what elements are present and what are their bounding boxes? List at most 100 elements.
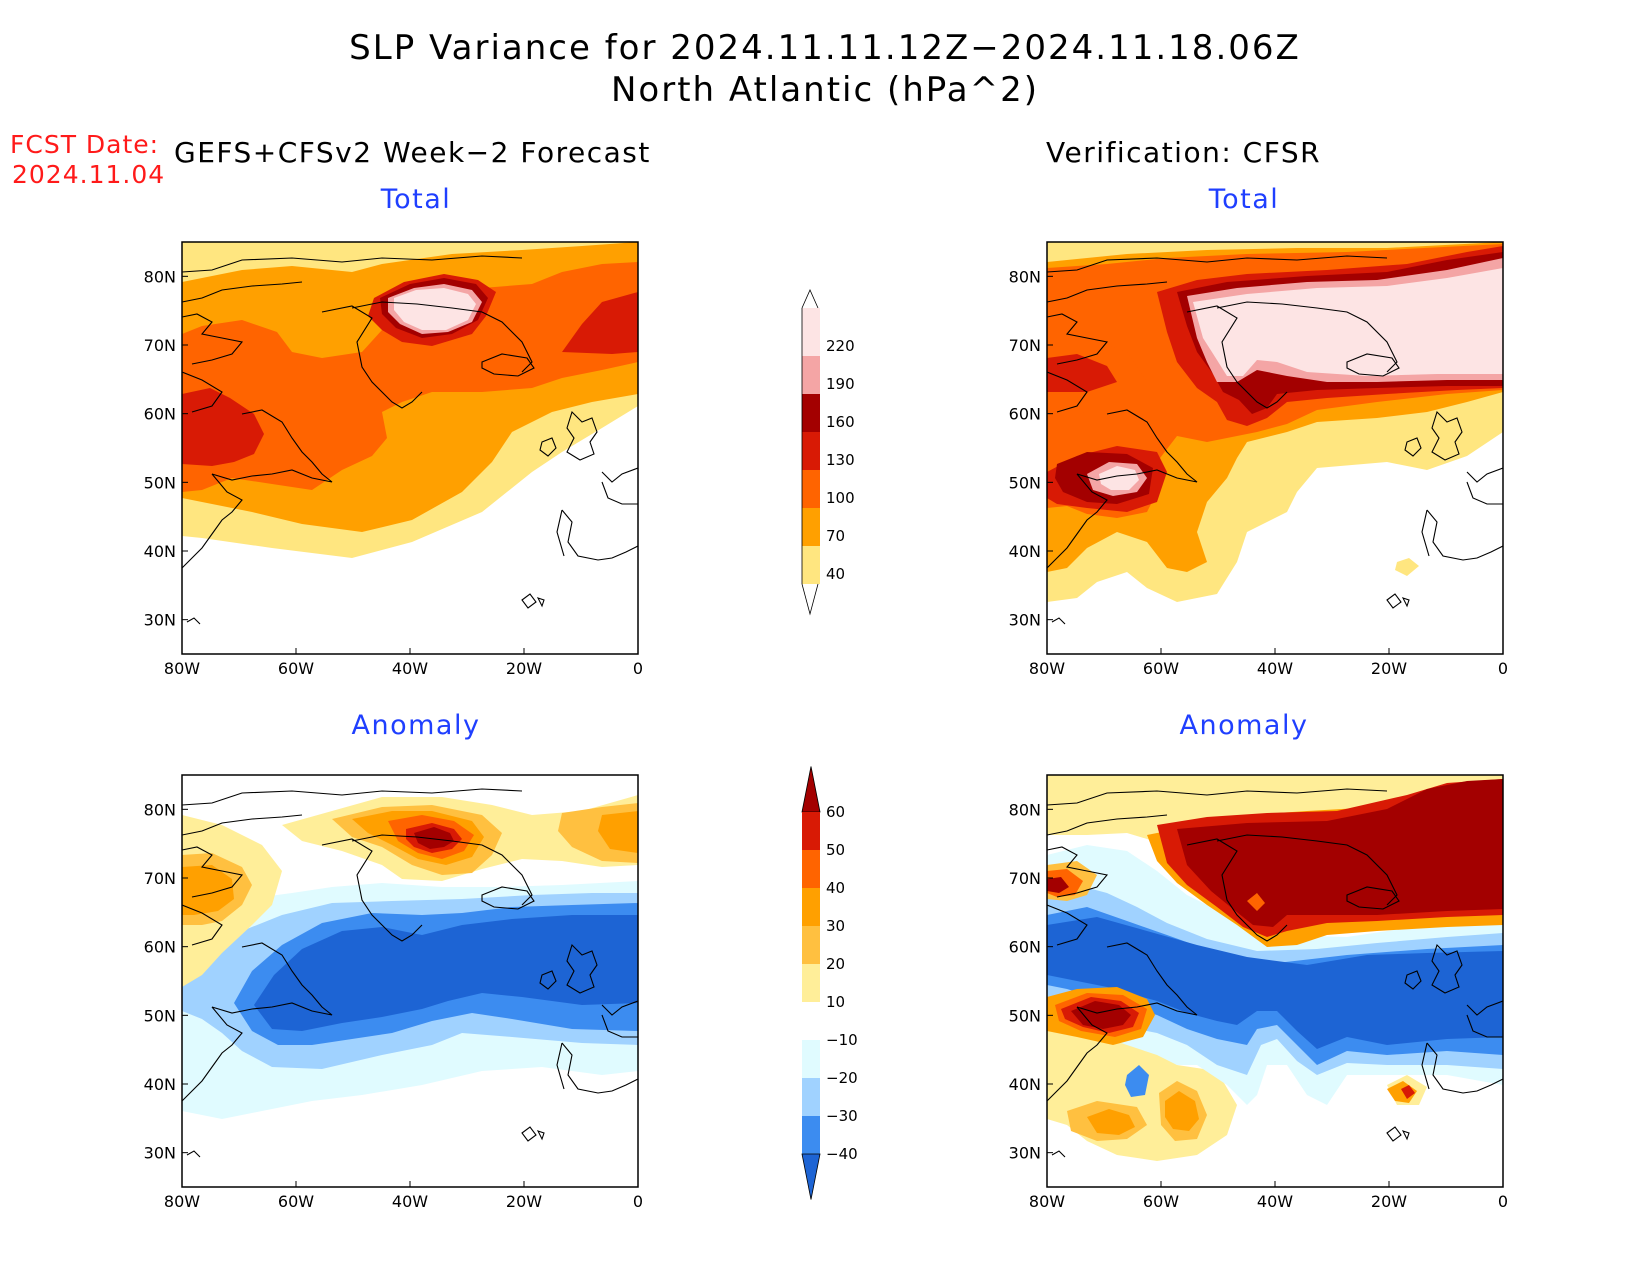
lat-tick-label: 80N — [144, 800, 176, 819]
coastline — [321, 305, 423, 409]
colorbar-label: −20 — [826, 1069, 858, 1087]
coastline — [539, 437, 557, 457]
map-svg: 80W 60W 40W 20W 0 80N 70N 60N 50N 40N 30N — [1009, 774, 1508, 1211]
coastline — [1186, 838, 1288, 942]
lat-tick-label: 60N — [144, 938, 176, 957]
panel-subtitle-verif-total: Total — [1208, 184, 1280, 215]
colorbar-label: 160 — [826, 413, 855, 431]
coastline — [566, 410, 598, 461]
colorbar-total: 220 190 160 130 100 70 40 — [801, 289, 855, 616]
lon-tick-label: 20W — [506, 1192, 542, 1211]
coastline — [321, 838, 423, 942]
coastline — [536, 1130, 545, 1141]
contour-fill — [1047, 354, 1117, 392]
coastline — [211, 942, 333, 1016]
colorbar-segment — [802, 1078, 820, 1116]
fcst-date-label: FCST Date: — [10, 130, 160, 159]
contour-fill — [562, 292, 638, 354]
lon-tick-label: 60W — [1143, 659, 1179, 678]
colorbar-cap — [801, 289, 819, 309]
lon-tick-label: 40W — [1257, 659, 1293, 678]
coastline — [1346, 886, 1400, 910]
coastline — [1466, 481, 1503, 505]
lon-tick-label: 80W — [164, 1192, 200, 1211]
colorbar-segment — [802, 926, 820, 964]
lat-tick-label: 60N — [144, 405, 176, 424]
lat-tick-label: 50N — [1009, 473, 1041, 492]
coastline — [186, 1150, 201, 1158]
lat-tick-label: 40N — [1009, 542, 1041, 561]
lon-tick-label: 80W — [164, 659, 200, 678]
coastline — [1386, 593, 1402, 609]
map-plot-area — [182, 775, 638, 1187]
coastline — [1047, 473, 1108, 569]
coastline — [211, 409, 333, 483]
lat-tick-label: 80N — [1009, 267, 1041, 286]
map-plot-area — [182, 242, 638, 654]
lon-tick-label: 80W — [1029, 659, 1065, 678]
coastline — [1346, 353, 1400, 377]
lat-tick-label: 50N — [1009, 1006, 1041, 1025]
coastline — [521, 1126, 537, 1142]
contour-fill — [1177, 779, 1503, 927]
coastline — [1047, 814, 1168, 836]
colorbar-label: 190 — [826, 375, 855, 393]
colorbar-label: 60 — [826, 803, 845, 821]
coastline — [561, 1042, 638, 1094]
colorbar-segment — [802, 546, 820, 584]
coastline — [601, 1000, 638, 1016]
coastline — [1421, 509, 1430, 557]
lon-tick-label: 40W — [1257, 1192, 1293, 1211]
colorbar-label: 130 — [826, 451, 855, 469]
map-svg: 80W 60W 40W 20W 0 80N 70N 60N 50N 40N 30N — [144, 774, 643, 1211]
coastline — [1386, 1126, 1402, 1142]
lon-tick-label: 0 — [633, 659, 643, 678]
coastline — [182, 473, 243, 569]
contour-fill — [1047, 917, 1503, 1049]
coastline — [182, 255, 523, 273]
contour-fill — [182, 262, 638, 492]
lat-tick-label: 30N — [144, 1144, 176, 1163]
coastline — [536, 597, 545, 608]
coastline — [182, 281, 303, 303]
colorbar-segment — [802, 1002, 820, 1040]
coastline — [1186, 305, 1288, 409]
coastline — [182, 371, 223, 413]
coastline — [182, 1006, 243, 1102]
coastline — [1076, 942, 1198, 1016]
coastline — [1404, 970, 1422, 990]
coastline — [1051, 1150, 1066, 1158]
lat-tick-label: 50N — [144, 1006, 176, 1025]
colorbar-anomaly: 60 50 40 30 20 10 −10 −20 −30 −40 — [801, 766, 858, 1200]
coastline — [561, 509, 638, 561]
coastline — [182, 904, 223, 946]
colorbar-label: 30 — [826, 917, 845, 935]
panel-subtitle-fcst-total: Total — [380, 184, 452, 215]
coastline — [1426, 1042, 1503, 1094]
lon-tick-label: 60W — [278, 1192, 314, 1211]
lat-tick-label: 40N — [1009, 1075, 1041, 1094]
contour-fill — [1047, 877, 1069, 893]
lat-tick-label: 60N — [1009, 405, 1041, 424]
forecast-header: GEFS+CFSv2 Week−2 Forecast — [174, 136, 651, 169]
lon-tick-label: 0 — [1498, 659, 1508, 678]
coastline — [601, 467, 638, 483]
contour-fill — [1401, 1085, 1415, 1099]
coastline — [1421, 1042, 1430, 1090]
contour-fill — [1087, 1109, 1135, 1135]
coastline — [1047, 904, 1088, 946]
coastline — [182, 788, 523, 806]
lon-tick-label: 20W — [1371, 1192, 1407, 1211]
lat-tick-label: 60N — [1009, 938, 1041, 957]
colorbar-segment — [802, 850, 820, 888]
chart-title-line1: SLP Variance for 2024.11.11.12Z−2024.11.… — [349, 28, 1301, 68]
colorbar-label: −40 — [826, 1145, 858, 1163]
panel-subtitle-fcst-anomaly: Anomaly — [351, 710, 481, 741]
coastline — [1466, 1000, 1503, 1016]
coastline — [1047, 1006, 1108, 1102]
lat-tick-label: 80N — [144, 267, 176, 286]
coastline — [1401, 1130, 1410, 1141]
contour-fill — [1395, 558, 1419, 576]
colorbar-segment — [802, 394, 820, 432]
contour-fill — [1193, 268, 1503, 376]
